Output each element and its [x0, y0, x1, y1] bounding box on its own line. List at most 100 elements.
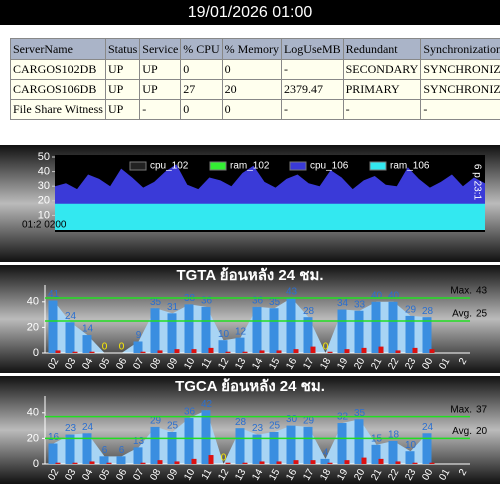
table-cell: UP [104, 79, 141, 100]
x-tick-label: 07 [131, 467, 146, 483]
x-tick-label: 2 [457, 356, 470, 367]
table-cell: 0 [180, 59, 223, 80]
y-tick-label: 0 [33, 347, 39, 359]
bar [286, 425, 296, 464]
legend-label: ram_102 [230, 161, 270, 172]
max-line-value: 37 [476, 404, 488, 415]
bar [99, 456, 109, 464]
bar [422, 317, 432, 353]
value-label: 25 [269, 421, 281, 432]
bar [303, 426, 313, 464]
value-label: 23 [65, 423, 77, 434]
bar [252, 306, 262, 353]
x-tick-label: 20 [352, 356, 367, 372]
bar [116, 456, 126, 464]
x-tick-label: 01 [437, 356, 452, 372]
value-label: 0 [323, 342, 329, 353]
table-cell: CARGOS106DB [10, 79, 106, 100]
x-tick-label: 03 [63, 356, 78, 372]
bar [218, 340, 228, 353]
y-tick-label: 40 [27, 407, 39, 419]
max-line-label: Max. [450, 286, 472, 297]
bar [167, 313, 177, 353]
sub-bar [327, 351, 333, 353]
sub-bar [276, 461, 282, 464]
x-tick-label: 09 [165, 467, 180, 483]
bar [354, 419, 364, 464]
sub-bar [310, 346, 316, 353]
value-label: 6 [102, 445, 108, 456]
x-tick-label: 19 [335, 467, 350, 483]
bar [303, 317, 313, 353]
sub-bar [55, 350, 61, 353]
sub-bar [327, 462, 333, 464]
sub-bar [89, 461, 95, 464]
sub-bar [378, 346, 384, 353]
legend-label: ram_106 [390, 161, 430, 172]
value-label: 35 [354, 408, 366, 419]
legend-swatch [209, 161, 227, 171]
table-cell: SYNCHRONIZED [420, 59, 500, 80]
sub-bar [140, 462, 146, 464]
bar [405, 315, 415, 353]
value-label: 9 [136, 330, 142, 341]
chart-title: TGCA ย้อนหลัง 24 ชม. [175, 378, 325, 395]
server-table: ServerName Status Service% CPU% Memory LogU… [10, 38, 500, 120]
x-tick-label: 17 [301, 356, 316, 372]
bar [184, 417, 194, 464]
sub-bar [174, 349, 180, 353]
x-tick-label: 03 [63, 467, 78, 483]
value-label: 35 [150, 297, 162, 308]
bar [371, 301, 381, 353]
x-tick-label: 16 [284, 356, 299, 372]
x-tick-label: 21 [369, 356, 384, 372]
bar [65, 434, 75, 464]
sub-bar [259, 350, 265, 353]
value-label: 10 [405, 440, 417, 451]
max-line-value: 43 [476, 286, 488, 297]
sub-bar [140, 351, 146, 353]
value-label: 0 [119, 342, 125, 353]
table-cell: 0 [180, 99, 223, 120]
value-label: 29 [150, 416, 162, 427]
bar [150, 426, 160, 464]
bar [82, 335, 92, 353]
x-tick-label: 05 [97, 467, 112, 483]
value-label: 42 [201, 399, 213, 410]
bar [252, 434, 262, 464]
value-label: 0 [102, 342, 108, 353]
x-tick-label: 15 [267, 356, 282, 372]
y-tick-label: 30 [38, 180, 50, 192]
x-tick-label: 22 [386, 467, 401, 483]
value-label: 28 [235, 417, 247, 428]
column-header: Synchronization [420, 38, 500, 60]
header-title: 19/01/2026 01:00 [0, 0, 500, 25]
table-cell: - [280, 59, 344, 80]
chart-title: TGTA ย้อนหลัง 24 ชม. [176, 267, 323, 284]
y-tick-label: 20 [27, 321, 39, 333]
bar [184, 304, 194, 353]
bar [235, 428, 245, 464]
value-label: 36 [252, 296, 264, 307]
side-label: 6 p 23:1 [471, 164, 482, 201]
x-tick-label: 09 [165, 356, 180, 372]
sub-bar [208, 347, 214, 353]
sub-bar [242, 351, 248, 353]
sub-bar [72, 351, 78, 353]
value-label: 24 [422, 422, 434, 433]
bar [422, 433, 432, 464]
table-cell: UP [104, 99, 141, 120]
sub-bar [157, 350, 163, 353]
sub-bar [225, 462, 231, 464]
sub-bar [225, 351, 231, 353]
legend-label: cpu_102 [150, 161, 189, 172]
value-label: 18 [388, 430, 400, 441]
bar [201, 306, 211, 353]
trend-area [53, 297, 428, 353]
sub-bar [395, 461, 401, 464]
bar [286, 297, 296, 353]
bar [388, 440, 398, 464]
bar [405, 451, 415, 464]
